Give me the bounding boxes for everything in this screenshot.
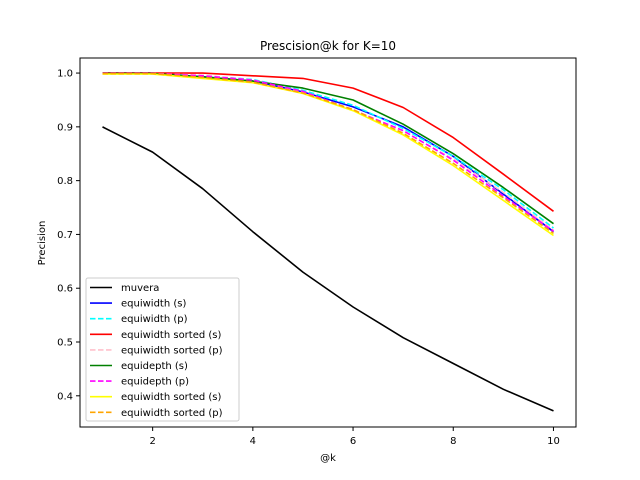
- x-tick-label: 2: [149, 436, 155, 447]
- series-line-3: [102, 72, 554, 212]
- y-axis-label: Precision: [37, 221, 48, 266]
- x-axis-label: @k: [320, 453, 336, 464]
- x-tick-label: 8: [450, 436, 456, 447]
- series-line-0: [102, 126, 554, 412]
- legend-label: equiwidth sorted (p): [121, 408, 223, 419]
- y-tick-label: 1.0: [57, 69, 73, 80]
- y-tick-label: 0.4: [57, 391, 73, 402]
- legend-label: equiwidth (p): [121, 314, 188, 325]
- legend-label: equiwidth (s): [121, 299, 186, 310]
- legend-label: equiwidth sorted (s): [121, 330, 222, 341]
- y-tick-label: 0.6: [57, 284, 73, 295]
- axis-ticks: 2 4 6 8 10 0.4 0.5 0.6 0.7 0.8 0.9 1.0: [57, 69, 560, 447]
- y-tick-label: 0.5: [57, 338, 73, 349]
- legend-label: equidepth (s): [121, 361, 188, 372]
- x-tick-label: 4: [250, 436, 256, 447]
- series-line-8: [102, 72, 554, 235]
- series-lines: [102, 72, 554, 412]
- y-tick-label: 0.9: [57, 122, 73, 133]
- y-tick-label: 0.7: [57, 230, 73, 241]
- y-tick-label: 0.8: [57, 176, 73, 187]
- axes-frame: [79, 57, 577, 428]
- legend-box: [85, 277, 240, 422]
- legend: muvera equiwidth (s) equiwidth (p) equiwidt…: [85, 277, 240, 422]
- legend-label: muvera: [121, 283, 159, 294]
- chart-title: Prescision@k for K=10: [260, 39, 396, 53]
- legend-label: equiwidth sorted (s): [121, 392, 222, 403]
- legend-label: equidepth (p): [121, 377, 189, 388]
- x-tick-label: 6: [350, 436, 356, 447]
- legend-label: equiwidth sorted (p): [121, 345, 223, 356]
- x-tick-label: 10: [547, 436, 560, 447]
